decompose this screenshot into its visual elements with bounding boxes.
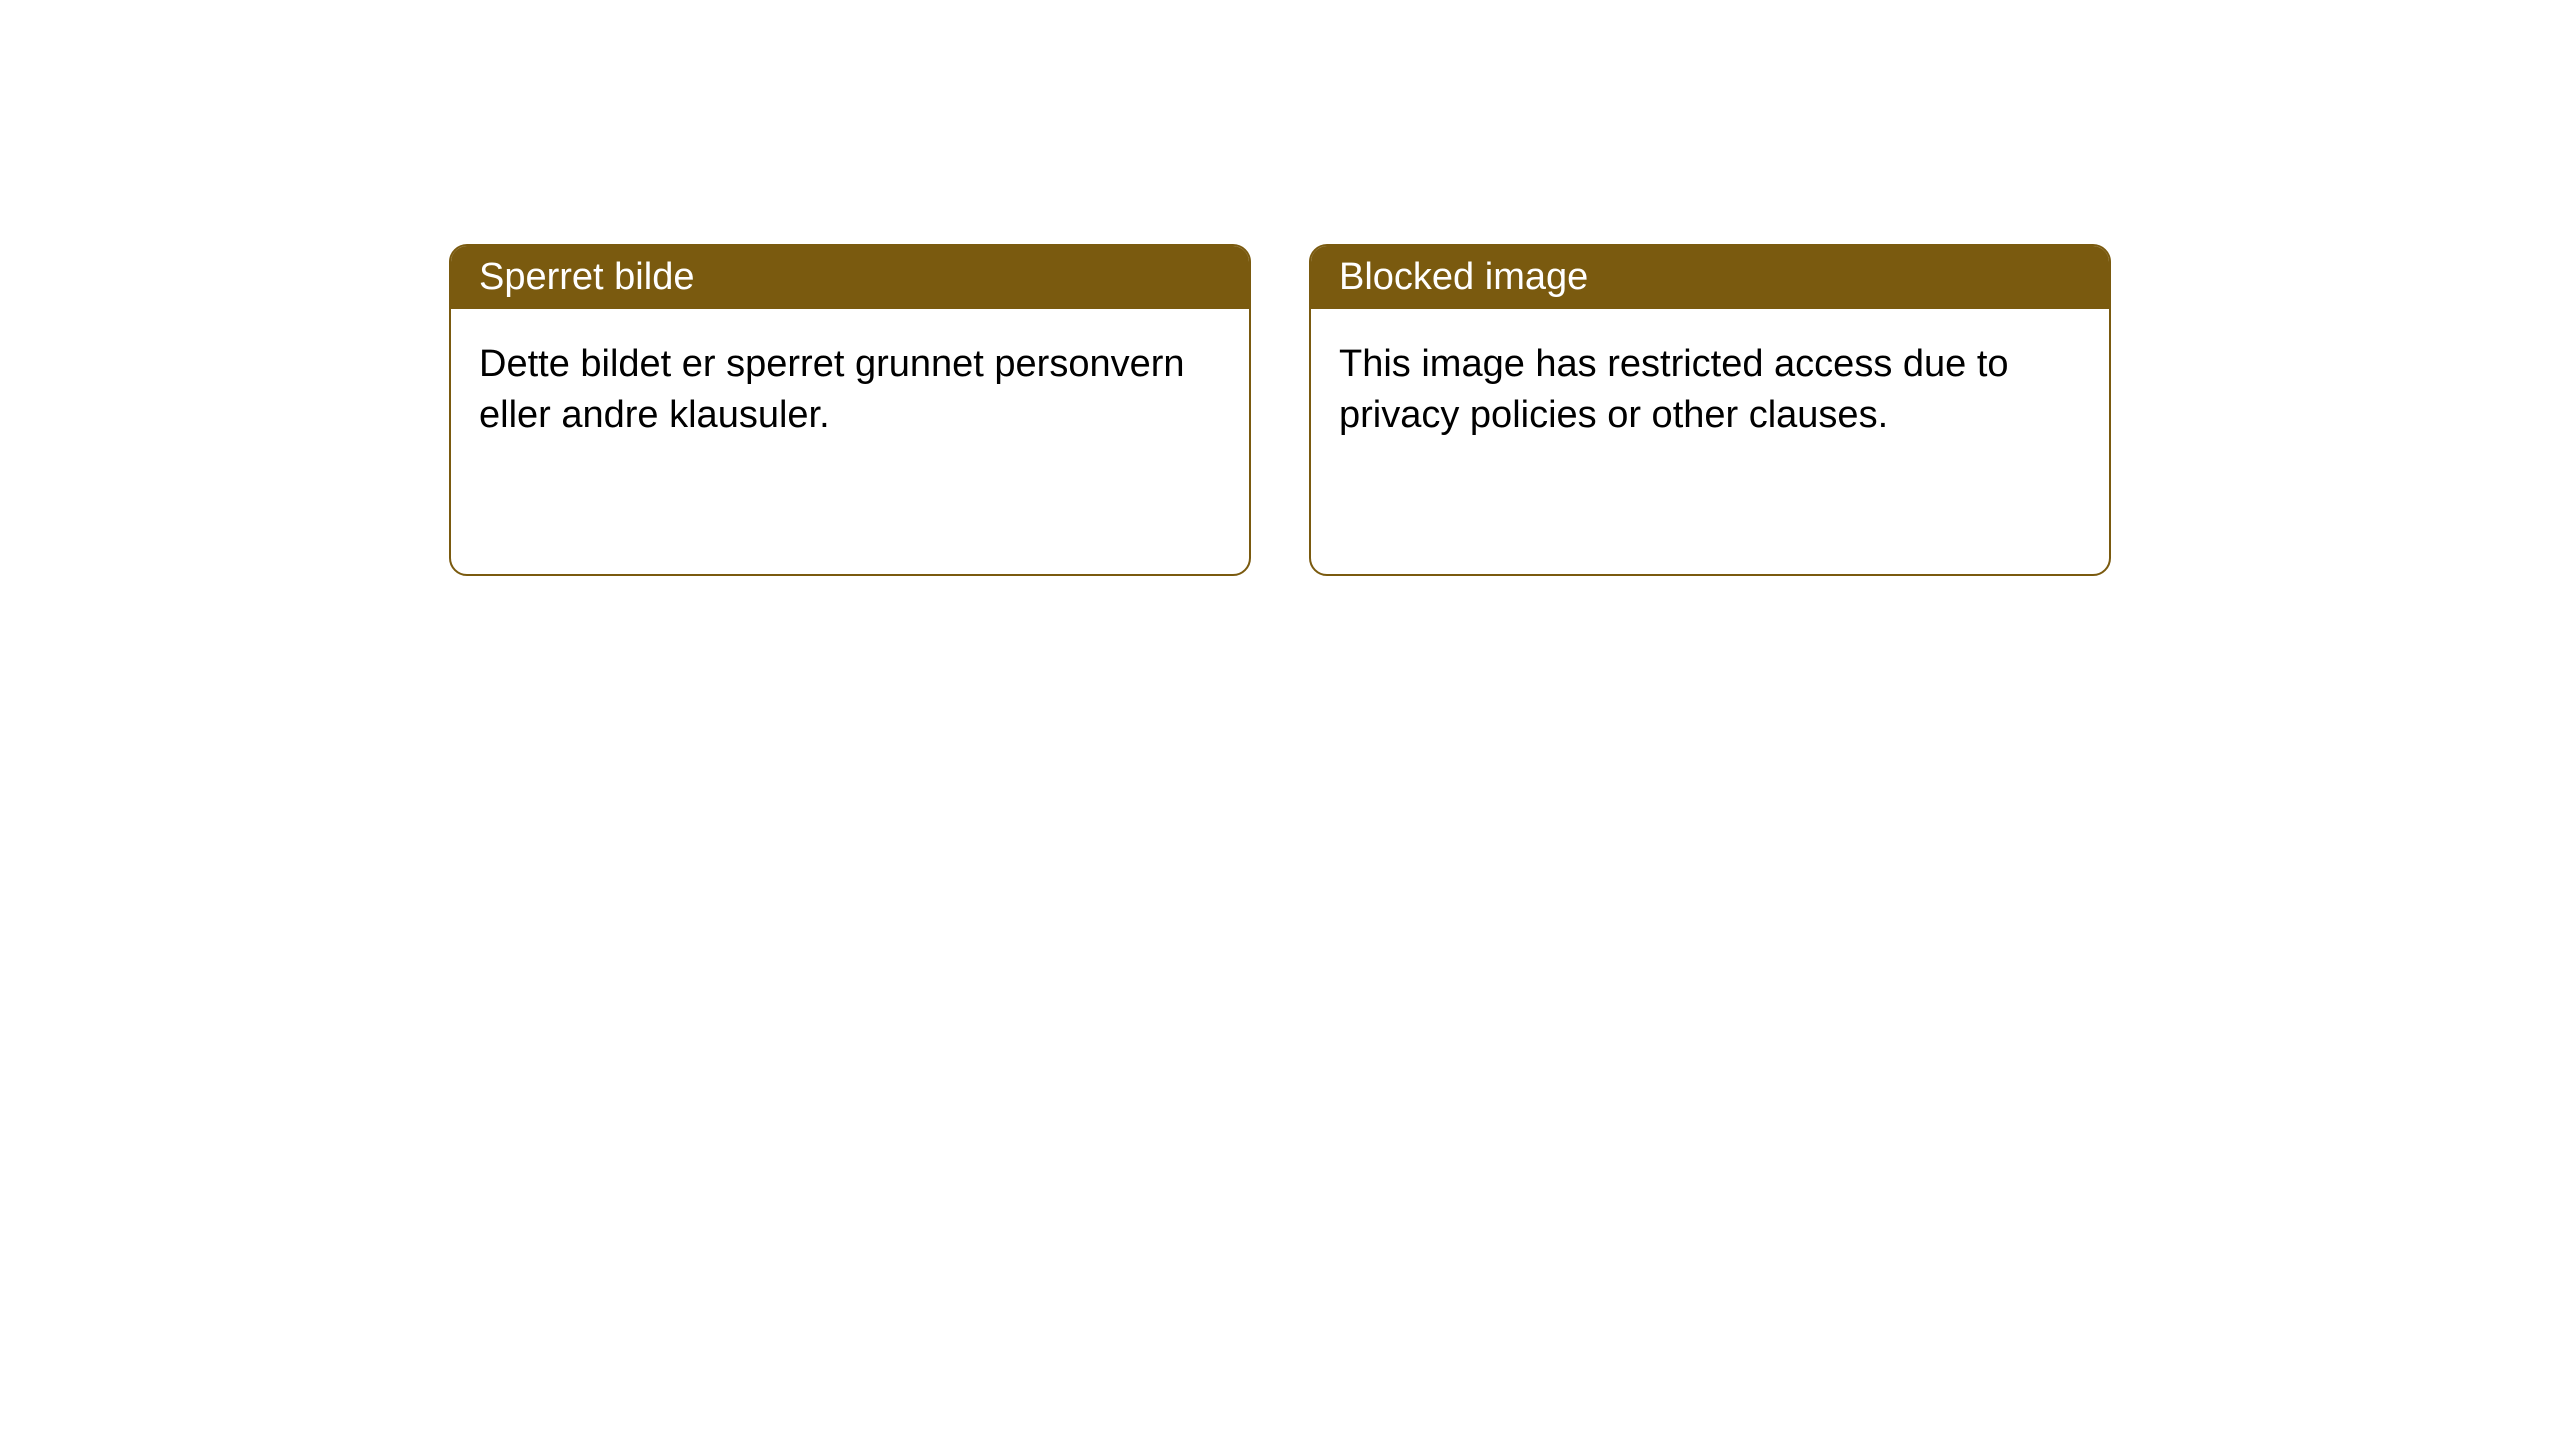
notice-body: This image has restricted access due to …: [1311, 309, 2109, 472]
notice-card-norwegian: Sperret bilde Dette bildet er sperret gr…: [449, 244, 1251, 576]
notice-card-english: Blocked image This image has restricted …: [1309, 244, 2111, 576]
notice-title: Blocked image: [1311, 246, 2109, 309]
notice-body: Dette bildet er sperret grunnet personve…: [451, 309, 1249, 472]
notice-container: Sperret bilde Dette bildet er sperret gr…: [0, 0, 2560, 576]
notice-title: Sperret bilde: [451, 246, 1249, 309]
